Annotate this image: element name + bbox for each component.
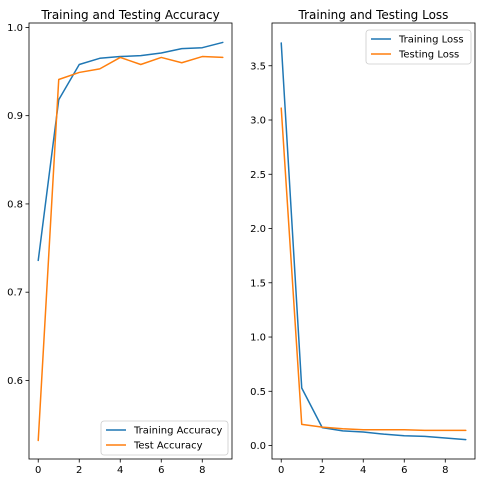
accuracy-chart-ticks: 0 2 4 6 8 0.6 0.7 0.8 0.9 1.0 bbox=[7, 23, 205, 476]
accuracy-x-tick-label: 0 bbox=[35, 465, 41, 476]
accuracy-series-line-training bbox=[37, 41, 224, 262]
loss-chart-title: Training and Testing Loss bbox=[298, 8, 449, 22]
loss-x-tick-label: 8 bbox=[442, 465, 448, 476]
accuracy-y-tick-label: 0.8 bbox=[7, 199, 23, 210]
accuracy-chart-legend: Training Accuracy Test Accuracy bbox=[100, 420, 229, 456]
loss-chart-legend: Training Loss Testing Loss bbox=[365, 29, 472, 65]
loss-series-line-training bbox=[280, 42, 467, 441]
accuracy-chart: Training and Testing Accuracy 0 2 4 6 8 0.6 0.… bbox=[7, 8, 233, 476]
loss-legend-box bbox=[365, 29, 472, 65]
accuracy-y-tick-label: 0.7 bbox=[7, 288, 23, 299]
accuracy-chart-lines bbox=[37, 41, 224, 442]
accuracy-x-tick-label: 2 bbox=[76, 465, 82, 476]
accuracy-y-tick-label: 1.0 bbox=[7, 23, 23, 34]
loss-legend-label-test: Testing Loss bbox=[398, 50, 459, 61]
accuracy-y-tick-label: 0.6 bbox=[7, 376, 23, 387]
loss-x-tick-label: 0 bbox=[278, 465, 284, 476]
accuracy-x-tick-label: 8 bbox=[199, 465, 205, 476]
loss-x-tick-label: 6 bbox=[401, 465, 407, 476]
loss-y-tick-label: 0.5 bbox=[250, 387, 266, 398]
loss-y-tick-label: 1.0 bbox=[250, 333, 266, 344]
accuracy-x-tick-label: 6 bbox=[158, 465, 164, 476]
loss-y-tick-label: 3.5 bbox=[250, 61, 266, 72]
loss-y-tick-label: 0.0 bbox=[250, 441, 266, 452]
loss-y-tick-label: 3.0 bbox=[250, 116, 266, 127]
accuracy-y-tick-label: 0.9 bbox=[7, 111, 23, 122]
loss-chart: Training and Testing Loss 0 2 4 6 8 0.0 0.5 1.0… bbox=[250, 8, 476, 476]
loss-y-tick-label: 2.0 bbox=[250, 224, 266, 235]
loss-series-line-test bbox=[280, 107, 467, 432]
loss-x-tick-label: 2 bbox=[319, 465, 325, 476]
accuracy-x-tick-label: 4 bbox=[117, 465, 123, 476]
loss-y-tick-label: 1.5 bbox=[250, 278, 266, 289]
accuracy-chart-frame bbox=[28, 22, 233, 460]
loss-legend-label-training: Training Loss bbox=[398, 35, 464, 46]
accuracy-chart-title: Training and Testing Accuracy bbox=[40, 8, 219, 22]
loss-chart-lines bbox=[280, 42, 467, 441]
accuracy-legend-box bbox=[100, 420, 229, 456]
loss-chart-frame bbox=[271, 22, 476, 460]
accuracy-legend-label-training: Training Accuracy bbox=[133, 426, 222, 437]
accuracy-series-line-test bbox=[37, 55, 224, 442]
loss-x-tick-label: 4 bbox=[360, 465, 366, 476]
loss-y-tick-label: 2.5 bbox=[250, 170, 266, 181]
loss-chart-ticks: 0 2 4 6 8 0.0 0.5 1.0 1.5 2.0 2.5 3.0 3.5 bbox=[250, 61, 448, 476]
accuracy-legend-label-test: Test Accuracy bbox=[133, 441, 203, 452]
